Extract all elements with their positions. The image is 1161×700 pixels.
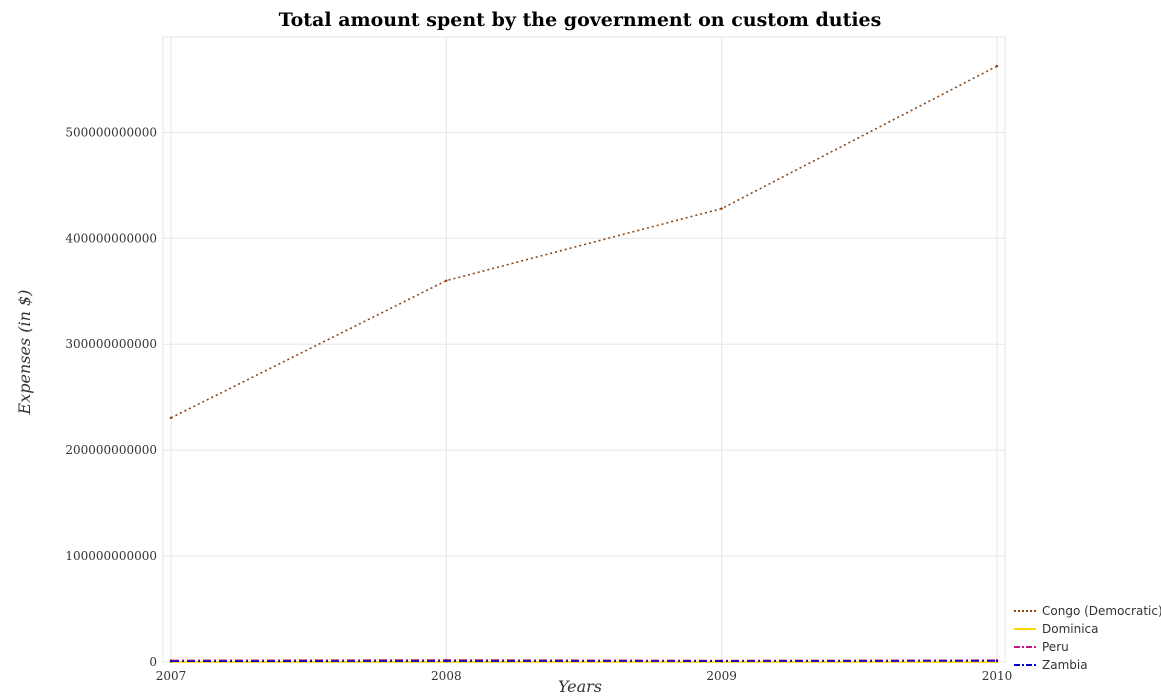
y-axis-label: Expenses (in $) xyxy=(15,290,34,416)
x-tick-label: 2010 xyxy=(982,669,1013,683)
data-point xyxy=(720,207,723,210)
data-point xyxy=(169,416,173,420)
data-point xyxy=(995,64,999,68)
legend-label: Congo (Democratic) xyxy=(1042,604,1161,618)
x-tick-label: 2009 xyxy=(706,669,737,683)
plot-frame xyxy=(162,36,1006,663)
legend-label: Dominica xyxy=(1042,622,1099,636)
data-point xyxy=(169,660,173,663)
x-axis-ticks: 2007 2008 2009 2010 xyxy=(156,669,1013,683)
y-tick-label: 200000000000 xyxy=(65,443,157,457)
x-tick-label: 2008 xyxy=(431,669,462,683)
data-point xyxy=(995,659,999,663)
series-line-congo-democratic xyxy=(170,65,998,419)
y-tick-label: 300000000000 xyxy=(65,337,157,351)
data-point xyxy=(445,659,448,663)
legend: Congo (Democratic) Dominica Peru Zambia xyxy=(1014,604,1161,672)
data-point xyxy=(720,659,723,663)
grid xyxy=(162,36,1006,663)
x-axis-label: Years xyxy=(558,677,602,696)
y-tick-label: 400000000000 xyxy=(65,231,157,245)
series-lines xyxy=(169,64,999,664)
x-tick-label: 2007 xyxy=(156,669,187,683)
legend-label: Peru xyxy=(1042,640,1069,654)
y-axis-ticks: 0 100000000000 200000000000 300000000000 400… xyxy=(65,125,157,669)
y-tick-label: 0 xyxy=(149,655,157,669)
legend-label: Zambia xyxy=(1042,658,1088,672)
y-tick-label: 500000000000 xyxy=(65,125,157,139)
chart-title: Total amount spent by the government on … xyxy=(279,9,882,31)
data-point xyxy=(445,279,448,282)
y-tick-label: 100000000000 xyxy=(65,549,157,563)
